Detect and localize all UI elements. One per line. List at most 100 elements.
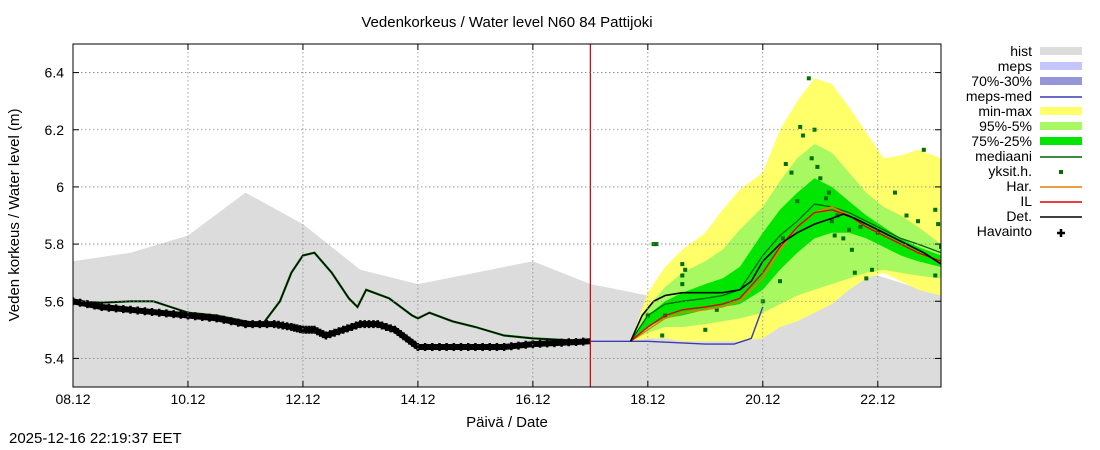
y-tick-label: 6.2	[45, 122, 65, 138]
havainto-point	[492, 343, 501, 351]
legend: histmeps70%-30%meps-medmin-max95%-5%75%-…	[966, 43, 1082, 239]
ensemble-member-point	[921, 147, 926, 152]
y-axis-label: Veden korkeus / Water level (m)	[6, 109, 23, 322]
havainto-point	[248, 320, 257, 329]
y-tick-label: 5.4	[45, 350, 65, 366]
havainto-point	[219, 315, 228, 324]
il-line	[630, 209, 941, 342]
ensemble-member-point	[680, 262, 685, 267]
y-tick-label: 6	[56, 179, 64, 195]
legend-swatch-meps_70_30	[1040, 77, 1082, 85]
ensemble-member-point	[654, 242, 659, 247]
havainto-point	[536, 339, 545, 348]
havainto-point	[205, 313, 214, 322]
havainto-point	[104, 303, 113, 312]
ensemble-member-point	[660, 333, 665, 338]
havainto-point	[457, 343, 465, 351]
chart-title: Vedenkorkeus / Water level N60 84 Pattij…	[361, 14, 652, 31]
y-tick-label: 6.4	[45, 65, 65, 81]
ensemble-member-point	[809, 156, 814, 161]
havainto-point	[76, 298, 85, 307]
havainto-point	[550, 339, 559, 348]
y-tick-label: 5.8	[45, 236, 65, 252]
havainto-point	[343, 324, 352, 333]
legend-label-meps: meps	[998, 58, 1032, 74]
x-tick-label: 20.12	[745, 391, 780, 407]
legend-label-min_max: min-max	[978, 103, 1032, 119]
havainto-point	[126, 305, 135, 314]
havainto-point	[543, 339, 552, 348]
ensemble-member-point	[852, 270, 857, 275]
havainto-point	[428, 343, 437, 351]
x-tick-label: 16.12	[515, 391, 550, 407]
legend-swatch-min_max	[1040, 107, 1082, 115]
havainto-point	[557, 338, 566, 347]
ensemble-member-point	[798, 124, 803, 129]
x-tick-label: 18.12	[630, 391, 665, 407]
ensemble-member-point	[801, 133, 805, 138]
generated-timestamp: 2025-12-16 22:19:37 EET	[9, 430, 182, 447]
havainto-point	[90, 301, 99, 310]
legend-label-det: Det.	[1006, 208, 1032, 224]
meps-med-line	[590, 306, 764, 345]
havainto-point	[169, 310, 178, 319]
havainto-point	[119, 305, 128, 314]
havainto-point	[507, 342, 516, 351]
ensemble-member-point	[864, 276, 869, 281]
havainto-point	[133, 306, 142, 315]
ensemble-member-point	[680, 282, 685, 287]
legend-swatch-yksit	[1059, 170, 1063, 174]
plot-frame	[72, 43, 942, 388]
havainto-point	[435, 343, 444, 351]
havainto-point	[176, 310, 185, 319]
havainto-point	[321, 331, 330, 340]
havainto-point	[198, 313, 207, 321]
legend-label-har: Har.	[1006, 178, 1032, 194]
ensemble-member-point	[916, 219, 920, 224]
havainto-point	[330, 328, 339, 337]
ensemble-member-point	[789, 170, 794, 175]
legend-label-p95_5: 95%-5%	[979, 118, 1032, 134]
havainto-point	[500, 343, 509, 351]
havainto-point	[471, 343, 480, 351]
havainto-point	[478, 343, 487, 351]
havainto-point	[514, 341, 523, 350]
mediaani-line	[630, 203, 941, 342]
havainto-point	[227, 317, 236, 326]
legend-swatch-havainto	[1057, 229, 1065, 237]
havainto-point	[564, 338, 573, 347]
ensemble-member-point	[841, 236, 846, 241]
havainto-point	[191, 312, 200, 321]
havainto-point	[155, 308, 164, 317]
havainto-point	[442, 343, 451, 351]
havainto-point	[234, 318, 243, 327]
havainto-point	[373, 320, 382, 329]
legend-swatch-meps	[1040, 62, 1082, 70]
ensemble-member-point	[714, 307, 719, 312]
ensemble-member-point	[703, 327, 708, 332]
legend-label-meps_70_30: 70%-30%	[971, 73, 1032, 89]
ensemble-member-point	[778, 279, 782, 284]
ensemble-member-point	[870, 267, 874, 272]
ensemble-member-point	[806, 76, 811, 81]
havainto-point	[579, 337, 588, 346]
ensemble-member-point	[933, 273, 938, 278]
legend-label-il: IL	[1020, 193, 1032, 209]
ensemble-member-point	[832, 233, 837, 238]
x-axis-label: Päivä / Date	[466, 414, 548, 431]
x-tick-label: 14.12	[400, 391, 435, 407]
havainto-point	[334, 327, 343, 336]
ensemble-member-point	[824, 196, 828, 201]
x-tick-label: 08.12	[55, 391, 90, 407]
havainto-point	[347, 323, 356, 331]
legend-swatch-p75_25	[1040, 137, 1082, 145]
legend-swatch-p95_5	[1040, 122, 1082, 130]
legend-swatch-hist	[1040, 47, 1082, 55]
havainto-point	[83, 300, 92, 309]
havainto-point	[485, 343, 494, 351]
havainto-point	[449, 343, 458, 351]
havainto-point	[148, 308, 156, 316]
ensemble-member-point	[847, 227, 851, 232]
havainto-point	[464, 343, 473, 351]
ensemble-member-point	[933, 207, 938, 212]
